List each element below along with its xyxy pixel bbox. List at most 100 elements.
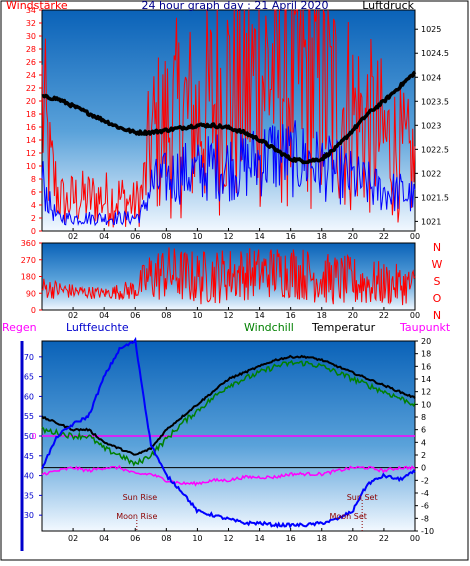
wind-ytick-label: 30 xyxy=(26,32,36,41)
panel2-xtick-label: 10 xyxy=(192,311,202,320)
temperature-ytick-label: 20 xyxy=(421,337,431,346)
panel1-xtick-label: 12 xyxy=(223,232,233,241)
temperature-ytick-label: -6 xyxy=(421,502,429,511)
direction-ytick-label: 0 xyxy=(31,306,36,315)
direction-letter-o: O xyxy=(433,292,442,305)
temperature-ytick-label: 8 xyxy=(421,413,426,422)
temperature-ytick-label: 12 xyxy=(421,388,431,397)
panel2-xtick-label: 02 xyxy=(68,311,78,320)
pressure-ytick-label: 1024.5 xyxy=(421,49,449,58)
humidity-ytick-label: 30 xyxy=(24,511,34,520)
panel1-xtick-label: 18 xyxy=(317,232,327,241)
humidity-ytick-label: 35 xyxy=(24,491,34,500)
wind-ytick-label: 4 xyxy=(31,201,36,210)
direction-letter-n: N xyxy=(433,241,441,254)
humidity-ytick-label: 65 xyxy=(24,373,34,382)
wind-direction-line xyxy=(41,247,416,306)
panel2-xtick-label: 20 xyxy=(348,311,358,320)
wind-ytick-label: 8 xyxy=(31,175,36,184)
panel1-xtick-label: 08 xyxy=(161,232,171,241)
pressure-ytick-label: 1023 xyxy=(421,121,441,130)
panel3-xtick-label: 22 xyxy=(379,534,389,543)
panel2-xtick-label: 22 xyxy=(379,311,389,320)
temperature-ytick-label: 2 xyxy=(421,451,426,460)
panel1-xtick-label: 20 xyxy=(348,232,358,241)
temperature-ytick-label: 18 xyxy=(421,350,431,359)
panel3-xtick-label: 20 xyxy=(348,534,358,543)
panel2-xtick-label: 16 xyxy=(286,311,296,320)
humidity-ytick-label: 70 xyxy=(24,353,34,362)
direction-ytick-label: 270 xyxy=(21,256,36,265)
temperature-line xyxy=(41,354,416,456)
pressure-ytick-label: 1023.5 xyxy=(421,97,449,106)
panel2-xtick-label: 08 xyxy=(161,311,171,320)
sun-set-label: Sun Set xyxy=(347,493,378,502)
panel3-xtick-label: 18 xyxy=(317,534,327,543)
panel3-xtick-label: 14 xyxy=(254,534,264,543)
direction-ytick-label: 180 xyxy=(21,273,36,282)
humidity-ytick-label: 50 xyxy=(24,432,34,441)
humidity-ytick-label: 40 xyxy=(24,472,34,481)
panel1-xtick-label: 00 xyxy=(410,232,420,241)
pressure-ytick-label: 1021 xyxy=(421,217,441,226)
panel2-xtick-label: 04 xyxy=(99,311,109,320)
sun-rise-label: Sun Rise xyxy=(123,493,158,502)
panel1-xtick-label: 16 xyxy=(286,232,296,241)
windchill-line xyxy=(41,359,416,467)
panel1-xtick-label: 02 xyxy=(68,232,78,241)
wind-ytick-label: 6 xyxy=(31,188,36,197)
panel2-xtick-label: 18 xyxy=(317,311,327,320)
wind-ytick-label: 18 xyxy=(26,110,36,119)
panel3-xtick-label: 12 xyxy=(223,534,233,543)
wind-ytick-label: 32 xyxy=(26,19,36,28)
chart-title: 24 hour graph day : 21 April 2020 xyxy=(142,0,329,12)
pressure-ytick-label: 1022 xyxy=(421,169,441,178)
temperature-ytick-label: 16 xyxy=(421,362,431,371)
wind-ytick-label: 34 xyxy=(26,6,36,15)
wind-ytick-label: 26 xyxy=(26,58,36,67)
wind-ytick-label: 28 xyxy=(26,45,36,54)
panel3-xtick-label: 04 xyxy=(99,534,109,543)
legend-regen: Regen xyxy=(2,321,37,334)
wind-axis-title: Windstärke xyxy=(6,0,68,12)
panel1-xtick-label: 14 xyxy=(254,232,264,241)
moon-set-label: Moon Set xyxy=(329,512,366,521)
humidity-line xyxy=(41,336,416,529)
temperature-ytick-label: 10 xyxy=(421,400,431,409)
pressure-ytick-label: 1025 xyxy=(421,25,441,34)
panel1-xtick-label: 22 xyxy=(379,232,389,241)
temperature-ytick-label: 0 xyxy=(421,464,426,473)
direction-ytick-label: 360 xyxy=(21,239,36,248)
wind-ytick-label: 20 xyxy=(26,97,36,106)
panel3-xtick-label: 16 xyxy=(286,534,296,543)
wind-ytick-label: 0 xyxy=(31,227,36,236)
panel3-xtick-label: 02 xyxy=(68,534,78,543)
temperature-ytick-label: 4 xyxy=(421,438,426,447)
wind-ytick-label: 2 xyxy=(31,214,36,223)
panel1-xtick-label: 06 xyxy=(130,232,140,241)
rain-axis-zero-label: 0 xyxy=(31,432,36,441)
wind-ytick-label: 14 xyxy=(26,136,36,145)
panel3-xtick-label: 10 xyxy=(192,534,202,543)
panel3-xtick-label: 00 xyxy=(410,534,420,543)
moon-rise-label: Moon Rise xyxy=(116,512,157,521)
temperature-ytick-label: -4 xyxy=(421,489,429,498)
panel3-xtick-label: 06 xyxy=(130,534,140,543)
panel2-xtick-label: 00 xyxy=(410,311,420,320)
wind-average-line xyxy=(41,120,416,227)
pressure-line xyxy=(41,70,417,165)
wind-ytick-label: 24 xyxy=(26,71,36,80)
dewpoint-line xyxy=(41,464,416,487)
panel1-xtick-label: 04 xyxy=(99,232,109,241)
pressure-ytick-label: 1024 xyxy=(421,73,441,82)
humidity-ytick-label: 55 xyxy=(24,412,34,421)
pressure-ytick-label: 1022.5 xyxy=(421,145,449,154)
wind-ytick-label: 10 xyxy=(26,162,36,171)
legend-luftfeuchte: Luftfeuchte xyxy=(66,321,129,334)
panel2-xtick-label: 14 xyxy=(254,311,264,320)
humidity-ytick-label: 45 xyxy=(24,452,34,461)
panel2-xtick-label: 06 xyxy=(130,311,140,320)
pressure-ytick-label: 1021.5 xyxy=(421,193,449,202)
